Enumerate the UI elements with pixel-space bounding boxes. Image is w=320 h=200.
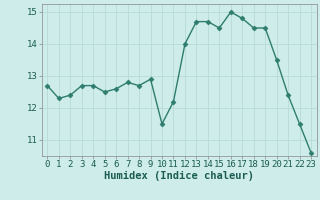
X-axis label: Humidex (Indice chaleur): Humidex (Indice chaleur) (104, 171, 254, 181)
